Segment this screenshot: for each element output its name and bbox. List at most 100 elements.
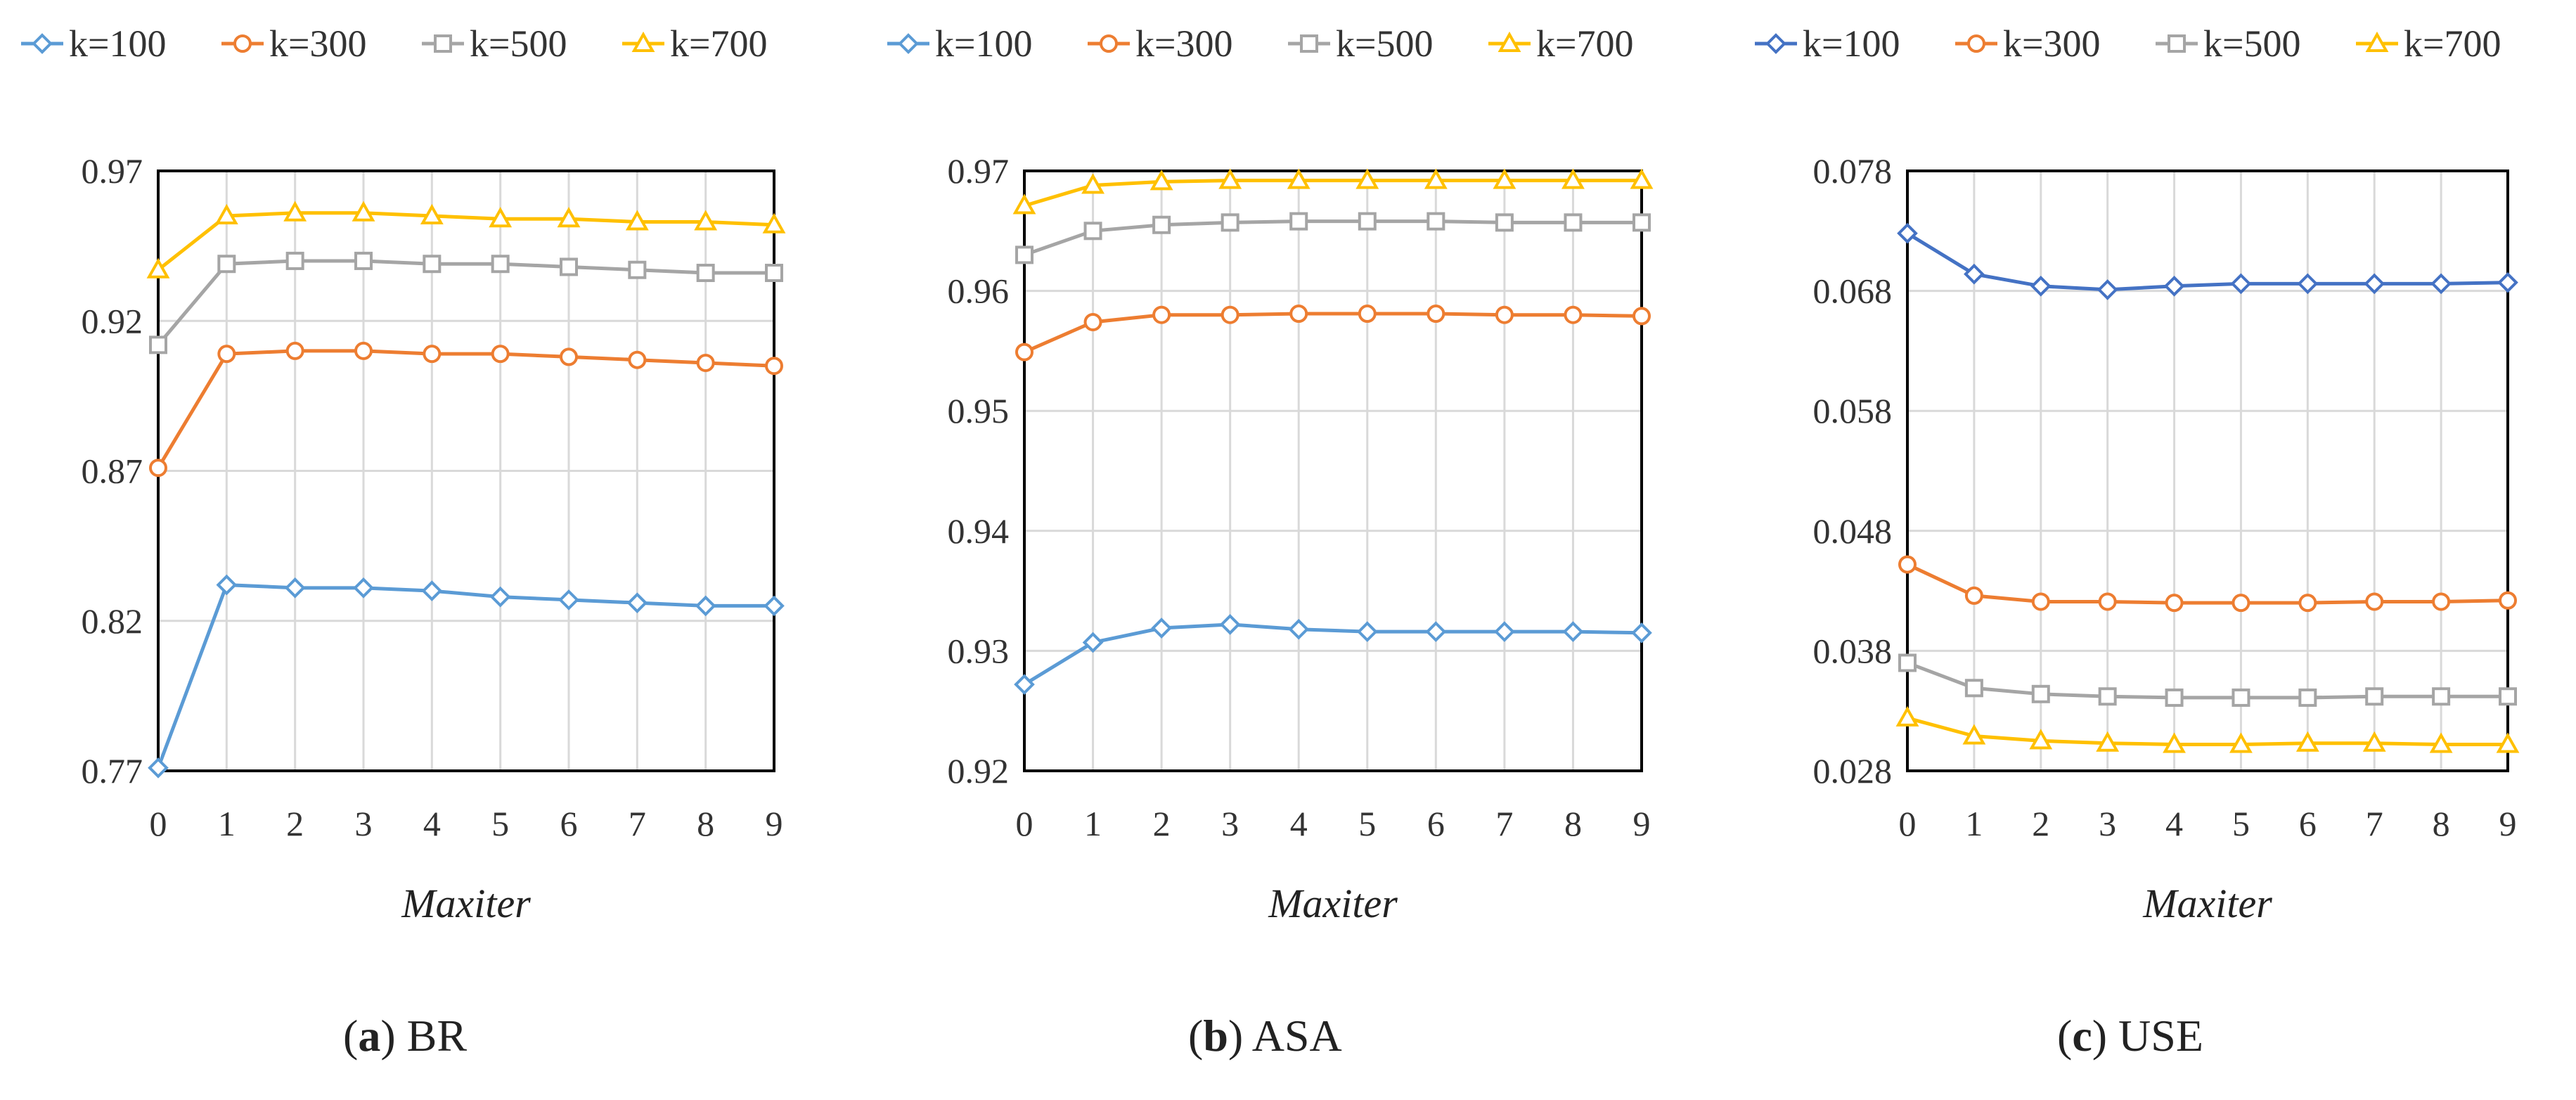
data-point xyxy=(2030,275,2052,297)
legend-label: k=100 xyxy=(935,23,1032,65)
x-tick-label: 0 xyxy=(150,804,167,843)
data-point xyxy=(2430,273,2452,295)
x-tick-label: 9 xyxy=(2499,804,2517,843)
chart-panel-a: 0.77 0.82 0.87 0.92 0.97 0 1 2 3 4 5 6 7 8 9 Maxiter k=1… xyxy=(21,23,786,926)
legend-label: k=300 xyxy=(269,23,366,65)
data-point xyxy=(1493,168,1516,189)
x-tick-label: 9 xyxy=(1633,804,1651,843)
y-tick-label: 0.93 xyxy=(948,631,1010,670)
data-point xyxy=(765,264,783,283)
data-point xyxy=(1564,305,1583,324)
x-tick-label: 1 xyxy=(218,804,236,843)
data-point xyxy=(2365,687,2384,706)
data-point xyxy=(283,200,307,222)
x-axis-label: Maxiter xyxy=(2142,881,2272,926)
data-point xyxy=(2165,594,2184,613)
legend-marker xyxy=(2365,31,2389,52)
y-tick-label: 0.038 xyxy=(1813,631,1893,670)
data-point xyxy=(2298,594,2317,613)
y-tick-label: 0.96 xyxy=(948,271,1010,311)
data-point xyxy=(421,580,443,601)
data-point xyxy=(560,257,578,276)
data-point xyxy=(1495,305,1514,324)
x-tick-label: 6 xyxy=(2299,804,2317,843)
data-point xyxy=(1358,305,1377,324)
legend-marker xyxy=(1498,31,1521,52)
data-point xyxy=(1355,168,1379,189)
data-point xyxy=(1356,621,1378,642)
data-point xyxy=(423,255,442,274)
data-point xyxy=(626,592,648,613)
data-point xyxy=(1358,212,1377,231)
x-tick-label: 9 xyxy=(766,804,783,843)
data-point xyxy=(214,203,238,224)
data-point xyxy=(2029,729,2053,750)
x-tick-label: 4 xyxy=(1290,804,1308,843)
data-point xyxy=(696,353,715,372)
data-point xyxy=(491,255,510,274)
data-point xyxy=(1495,213,1514,232)
data-point xyxy=(628,350,647,369)
data-point xyxy=(1081,173,1105,194)
data-point xyxy=(2031,684,2050,703)
chart-panel-c: 0.028 0.038 0.048 0.058 0.068 0.078 0 1 2 3 4 5 6 7 8 9… xyxy=(1755,23,2520,926)
series-line-k300 xyxy=(1906,563,2509,605)
data-point xyxy=(2496,732,2520,753)
data-point xyxy=(1424,168,1448,189)
data-point xyxy=(2365,592,2384,611)
legend-marker xyxy=(1300,34,1318,53)
data-point xyxy=(353,577,374,599)
series-line-k500 xyxy=(1907,661,2508,700)
series-line-k100 xyxy=(1023,622,1642,686)
legend: k=100 k=300 k=500 k=700 xyxy=(1755,23,2501,65)
x-tick-label: 7 xyxy=(629,804,646,843)
data-point xyxy=(1289,212,1308,231)
data-point xyxy=(2499,687,2517,706)
plot-frame xyxy=(1023,170,1643,772)
x-tick-label: 0 xyxy=(1016,804,1033,843)
legend-label: k=700 xyxy=(1536,23,1633,65)
y-tick-label: 0.97 xyxy=(948,151,1010,191)
chart-panel-b: 0.92 0.93 0.94 0.95 0.96 0.97 0 1 2 3 4 5 6 7 8 9 Maxite… xyxy=(887,23,1654,926)
data-point xyxy=(1964,679,1983,698)
data-point xyxy=(491,345,510,364)
data-point xyxy=(148,757,169,779)
y-tick-label: 0.028 xyxy=(1813,751,1893,791)
data-point xyxy=(1630,168,1654,189)
legend: k=100 k=300 k=500 k=700 xyxy=(21,23,767,65)
y-tick-label: 0.068 xyxy=(1813,271,1893,311)
data-point xyxy=(1151,618,1172,639)
x-tick-label: 5 xyxy=(491,804,509,843)
x-tick-label: 5 xyxy=(1358,804,1376,843)
data-point xyxy=(558,589,579,610)
data-point xyxy=(1149,170,1173,191)
legend-marker xyxy=(1100,34,1118,53)
legend-label: k=300 xyxy=(1135,23,1232,65)
data-point xyxy=(1289,305,1308,324)
data-point xyxy=(696,264,715,283)
data-point xyxy=(1015,245,1033,264)
data-point xyxy=(1631,622,1652,644)
legend-label: k=700 xyxy=(670,23,767,65)
data-point xyxy=(2232,594,2250,613)
data-point xyxy=(695,595,716,617)
data-point xyxy=(149,335,167,354)
y-tick-label: 0.87 xyxy=(82,452,143,491)
x-tick-label: 1 xyxy=(1084,804,1102,843)
y-tick-label: 0.058 xyxy=(1813,391,1893,430)
series-line-k700 xyxy=(1024,179,1642,207)
plot-frame xyxy=(1906,170,2509,772)
data-point xyxy=(2096,731,2120,752)
x-tick-label: 2 xyxy=(1153,804,1171,843)
data-point xyxy=(628,260,647,279)
series-line-k700 xyxy=(157,211,775,271)
data-point xyxy=(2163,732,2186,753)
data-point xyxy=(354,251,373,270)
data-point xyxy=(1015,343,1033,362)
data-point xyxy=(1562,621,1584,642)
x-tick-label: 6 xyxy=(560,804,578,843)
data-point xyxy=(557,207,581,228)
legend-label: k=300 xyxy=(2003,23,2100,65)
data-point xyxy=(2499,591,2517,610)
data-point xyxy=(2432,687,2451,706)
